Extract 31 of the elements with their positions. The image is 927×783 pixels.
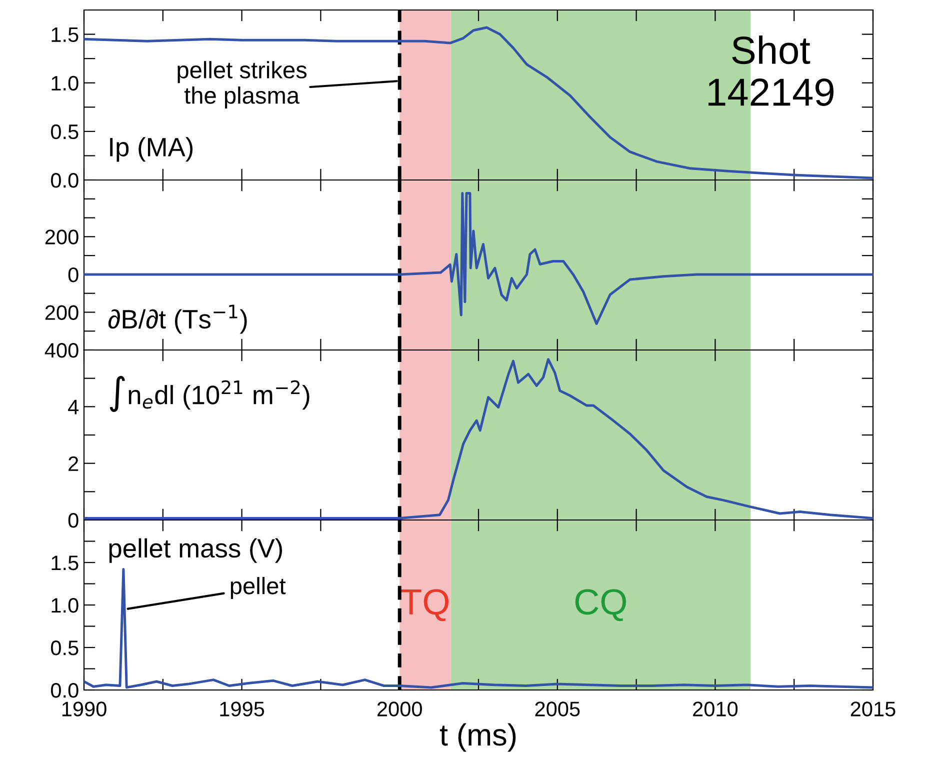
band-label: TQ xyxy=(400,589,449,622)
y-tick-label: 4 xyxy=(68,400,79,414)
y-tick-label: 400 xyxy=(44,343,78,358)
y-tick-label: 0.0 xyxy=(50,683,78,698)
y-tick-label: 2 xyxy=(68,456,78,471)
x-axis-title: t (ms) xyxy=(440,723,516,752)
y-tick-label: 0.5 xyxy=(50,124,78,140)
x-tick-label: 2000 xyxy=(377,702,422,716)
annotation: Shot 142149 xyxy=(708,36,834,106)
y-tick-label: 1.0 xyxy=(52,598,78,613)
x-tick-label: 2010 xyxy=(693,702,738,716)
y-tick-label: 1.0 xyxy=(52,76,78,91)
y-tick-label: 0 xyxy=(68,267,78,282)
x-tick-label: 1990 xyxy=(62,702,106,716)
y-tick-label: 1.5 xyxy=(52,28,78,42)
y-tick-label: 200 xyxy=(45,230,78,244)
x-tick-label: 1995 xyxy=(220,702,264,716)
x-tick-label: 2015 xyxy=(850,702,896,716)
y-axis-title: Ip (MA) xyxy=(110,137,193,162)
y-tick-label: 0.5 xyxy=(50,640,78,656)
y-axis-title: ∂B/∂t (Ts$^{−1}$) xyxy=(108,304,247,334)
y-tick-label: 0.0 xyxy=(50,173,78,188)
y-axis-title: pellet mass (V) xyxy=(109,538,282,563)
annotation: pellet xyxy=(230,576,286,600)
band-label: CQ xyxy=(575,589,626,622)
y-tick-label: 200 xyxy=(45,305,78,320)
annotation: pellet strikes the plasma xyxy=(178,61,307,109)
y-tick-label: 0 xyxy=(68,513,78,528)
y-axis-title: ∫n$_{e}$dl (10$^{21}$ m$^{−2}$) xyxy=(110,376,310,412)
x-tick-label: 2005 xyxy=(535,702,580,716)
y-tick-label: 1.5 xyxy=(52,556,78,570)
